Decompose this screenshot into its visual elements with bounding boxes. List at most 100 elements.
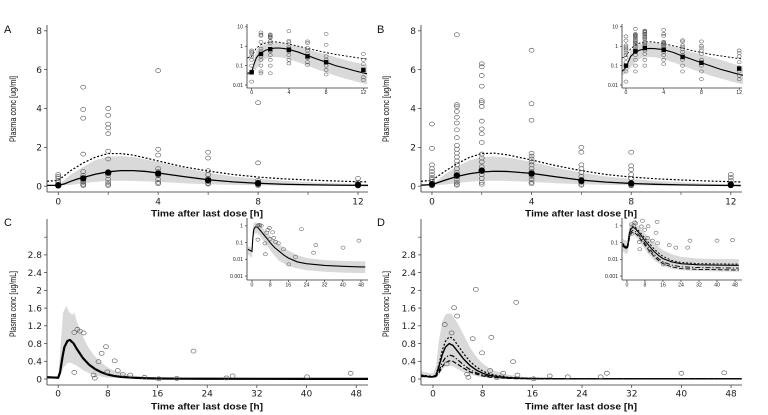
prediction-band — [47, 156, 368, 186]
observed-point — [454, 150, 460, 156]
x-tick-label: 40 — [676, 390, 688, 400]
observed-point — [155, 179, 161, 185]
observed-point — [305, 41, 310, 45]
y-tick-label: 0.001 — [230, 274, 243, 280]
observed-point — [105, 131, 112, 137]
x-tick-label: 32 — [322, 283, 328, 289]
observed-point — [258, 46, 264, 51]
observed-point — [255, 237, 261, 242]
x-tick-label: 12 — [736, 90, 742, 96]
observed-point — [448, 330, 455, 336]
observed-point — [680, 69, 685, 74]
observed-point — [478, 126, 485, 132]
observed-point — [699, 43, 704, 48]
x-tick-label: 0 — [625, 90, 628, 96]
observed-point — [661, 32, 666, 36]
observed-point — [478, 179, 485, 185]
observed-point — [249, 57, 254, 62]
y-tick-label: 0.1 — [611, 63, 618, 69]
observed-point — [323, 72, 329, 77]
observed-point — [127, 372, 134, 378]
y-tick-label: 0 — [36, 182, 42, 192]
observed-point — [155, 146, 161, 152]
panel-d: D Plasma conc [ug/mL] Time after last dose… — [377, 217, 637, 413]
observed-mean-point — [680, 54, 685, 60]
x-tick-label: 8 — [700, 90, 703, 96]
observed-point — [637, 247, 643, 252]
observed-point — [629, 231, 635, 236]
observed-mean-point — [354, 181, 362, 189]
observed-point — [667, 243, 672, 248]
x-tick-label: 16 — [152, 390, 164, 400]
observed-point — [105, 156, 112, 162]
observed-mean-point — [286, 47, 292, 53]
observed-point — [494, 375, 500, 381]
observed-mean-point — [55, 182, 62, 189]
observed-mean-point — [305, 54, 310, 59]
observed-point — [488, 335, 495, 340]
observed-point — [119, 371, 126, 377]
observed-point — [454, 146, 460, 152]
observed-point — [633, 27, 638, 31]
observed-mean-point — [204, 177, 212, 184]
observed-point — [361, 78, 366, 82]
observed-point — [623, 38, 629, 43]
observed-point — [661, 34, 666, 38]
observed-point — [454, 158, 460, 164]
dash-dot-scenario-line — [622, 229, 739, 269]
x-tick-label: 40 — [340, 283, 346, 289]
observed-point — [623, 79, 629, 84]
observed-mean-point — [699, 60, 704, 65]
observed-point — [105, 121, 112, 127]
y-tick-label: 1 — [615, 224, 618, 230]
y-tick-label: 0.8 — [402, 340, 417, 350]
observed-point — [281, 247, 286, 252]
observed-point — [80, 115, 87, 121]
observed-point — [264, 230, 270, 235]
x-tick-label: 0 — [251, 283, 254, 289]
observed-point — [623, 60, 629, 65]
observed-point — [361, 62, 366, 66]
observed-point — [155, 376, 162, 382]
y-tick-label: 2.8 — [28, 251, 43, 261]
x-tick-label: 0 — [430, 390, 436, 400]
observed-mean-point — [428, 181, 436, 188]
x-tick-label: 4 — [662, 90, 665, 96]
observed-point — [429, 162, 435, 168]
x-tick-label: 48 — [350, 390, 362, 400]
y-tick-label: 2 — [36, 287, 42, 297]
x-tick-label: 24 — [304, 283, 310, 289]
observed-point — [429, 145, 435, 151]
observed-mean-point — [478, 167, 485, 174]
observed-point — [286, 57, 292, 62]
y-tick-label: 2 — [410, 144, 416, 154]
observed-point — [673, 245, 679, 250]
observed-point — [721, 370, 728, 376]
observed-point — [736, 77, 742, 82]
observed-point — [105, 183, 112, 188]
observed-point — [103, 344, 109, 349]
observed-point — [546, 373, 553, 379]
observed-point — [730, 238, 735, 243]
observed-point — [305, 62, 310, 67]
observed-point — [500, 370, 506, 376]
upper-percentile-line — [47, 152, 369, 183]
observed-point — [478, 73, 485, 78]
y-tick-label: 2 — [36, 144, 42, 154]
observed-mean-point — [633, 49, 638, 54]
y-axis-title: Plasma conc [ug/ml] — [381, 76, 391, 142]
observed-mean-point — [642, 45, 648, 51]
observed-point — [478, 64, 485, 70]
observed-point — [478, 140, 485, 145]
panel-c: C Plasma conc [ug/mL] Time after last dose… — [4, 217, 263, 413]
observed-point — [323, 68, 329, 72]
observed-point — [258, 63, 264, 68]
observed-point — [642, 227, 648, 232]
observed-point — [347, 370, 354, 376]
observed-point — [451, 305, 457, 310]
observed-point — [473, 287, 479, 292]
observed-point — [680, 38, 685, 43]
observed-point — [313, 243, 319, 248]
x-tick-label: 8 — [255, 198, 261, 208]
